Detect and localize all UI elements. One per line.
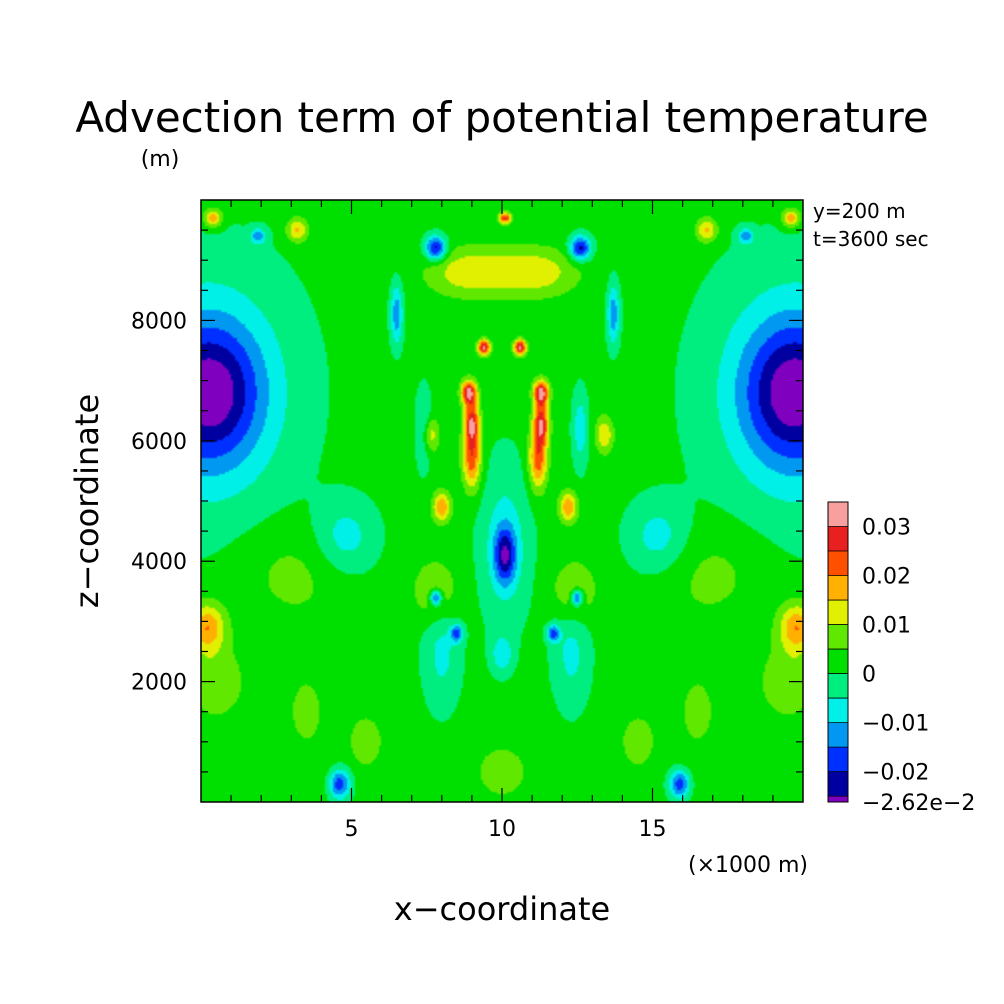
units-note: (m) [141,147,180,172]
colorbar: 0.03 0.02 0.01 0 −0.01 −0.02 −2.62e−2 [827,501,975,816]
colorbar-label: −0.01 [862,712,929,737]
x-tick-label: 15 [639,817,667,842]
colorbar-label: −0.02 [862,761,929,786]
contour-field [201,200,803,802]
colorbar-swatch [828,698,848,723]
plot-area [200,199,804,803]
y-axis-label: z−coordinate [68,394,106,608]
colorbar-swatch [828,771,848,797]
annotation-time: t=3600 sec [813,227,929,251]
y-tick-label: 2000 [131,671,187,696]
colorbar-swatch [828,526,848,552]
colorbar-label: 0 [862,663,876,688]
colorbar-label: 0.02 [862,565,911,590]
colorbar-swatch [828,551,848,576]
colorbar-swatch [828,649,848,674]
colorbar-label: 0.03 [862,516,911,541]
x-axis-unit: (×1000 m) [688,853,808,878]
y-tick-label: 4000 [131,550,187,575]
colorbar-swatch [828,747,848,772]
colorbar-swatch [828,624,848,650]
colorbar-swatch [828,796,848,802]
colorbar-swatch [828,722,848,748]
y-tick-label: 8000 [131,309,187,334]
y-axis-ticks: 2000 4000 6000 8000 [131,229,803,773]
x-axis-label: x−coordinate [394,890,610,928]
colorbar-swatch [828,600,848,625]
colorbar-frame [827,501,849,803]
chart-title: Advection term of potential temperature [75,93,928,142]
colorbar-swatch [828,575,848,601]
colorbar-swatch [828,673,848,699]
annotation-y-level: y=200 m [813,199,906,223]
colorbar-label: 0.01 [862,614,911,639]
colorbar-label: −2.62e−2 [862,791,975,816]
y-tick-label: 6000 [131,430,187,455]
colorbar-swatch [828,502,848,527]
x-axis-ticks: 5 10 15 [230,200,774,842]
x-tick-label: 5 [345,817,359,842]
x-tick-label: 10 [488,817,516,842]
